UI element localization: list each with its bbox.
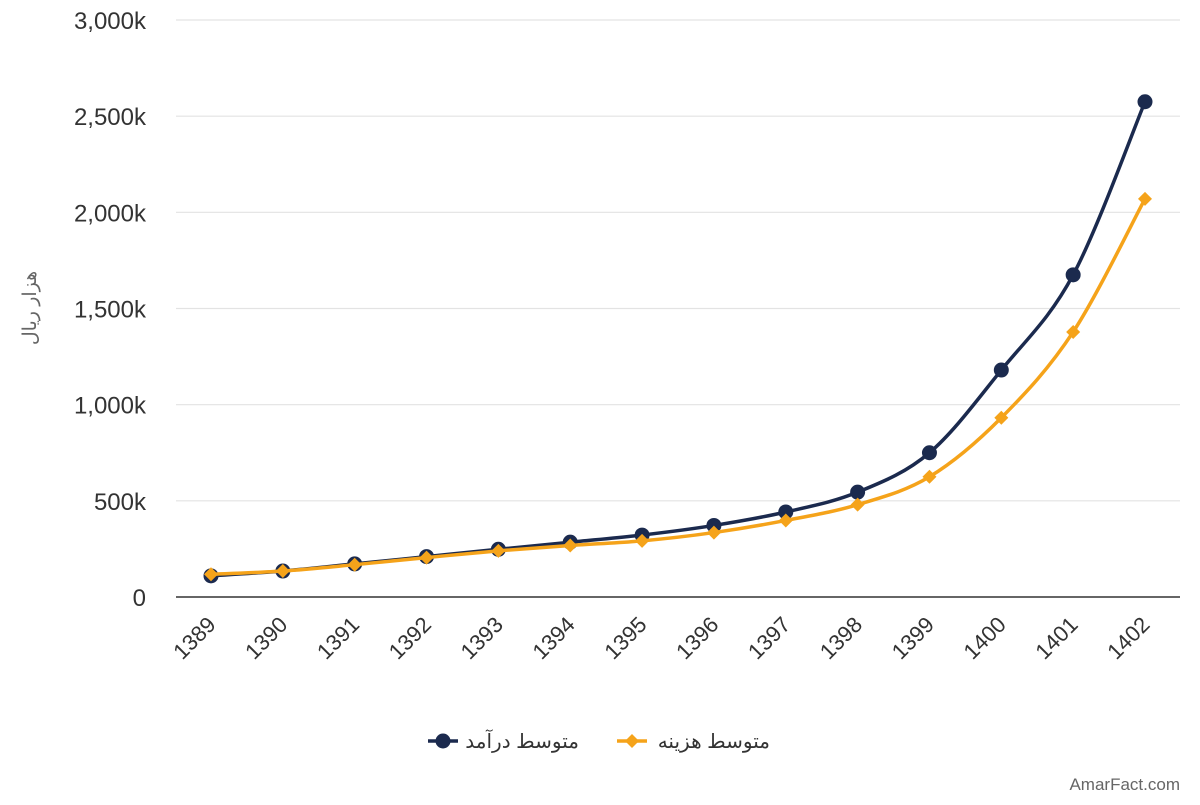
x-tick-label: 1393 (456, 612, 508, 664)
data-point (921, 445, 937, 461)
data-point (347, 557, 362, 572)
x-tick-label: 1398 (815, 612, 867, 664)
x-tick-label: 1395 (599, 612, 651, 664)
data-point (922, 469, 937, 484)
legend-label: متوسط درآمد (465, 728, 579, 753)
data-point (850, 484, 866, 500)
y-axis-title: هزار ریال (20, 271, 41, 345)
legend-marker (625, 734, 639, 748)
data-point (850, 497, 865, 512)
data-point (1138, 191, 1152, 206)
data-point (994, 410, 1009, 425)
data-point (1066, 324, 1081, 339)
series-1 (203, 94, 1153, 584)
series-line (209, 197, 1147, 577)
x-tick-label: 1391 (312, 612, 364, 664)
x-tick-label: 1402 (1102, 612, 1154, 664)
x-tick-label: 1400 (959, 612, 1011, 664)
x-tick-label: 1396 (671, 612, 723, 664)
y-tick-label: 2,000k (74, 200, 147, 227)
data-point (204, 567, 218, 582)
x-tick-label: 1390 (240, 612, 292, 664)
data-point (1137, 94, 1153, 110)
data-point (635, 533, 650, 548)
data-point (1065, 267, 1081, 283)
data-point (993, 362, 1009, 378)
x-tick-label: 1397 (743, 612, 795, 664)
x-tick-label: 1392 (384, 612, 436, 664)
legend-item[interactable]: متوسط درآمد (428, 728, 579, 753)
data-point (706, 517, 722, 533)
y-tick-label: 1,500k (74, 297, 147, 324)
series-line (209, 99, 1147, 578)
data-point (275, 564, 290, 579)
legend: متوسط درآمد متوسط هزینه (428, 728, 770, 753)
y-tick-label: 1,000k (74, 393, 147, 420)
legend-item[interactable]: متوسط هزینه (617, 731, 770, 753)
x-tick-label: 1399 (887, 612, 939, 664)
legend-marker (435, 733, 451, 749)
grid-lines (176, 19, 1180, 502)
data-point (778, 513, 793, 528)
watermark-text: AmarFact.com (1069, 775, 1180, 794)
y-tick-label: 3,000k (74, 8, 147, 35)
axes: 0 500k 1,000k 1,500k 2,000k 2,500k 3,000k 1389 1… (74, 8, 1180, 664)
series-layer (203, 94, 1153, 584)
y-tick-label: 2,500k (74, 104, 147, 131)
data-point (563, 538, 578, 553)
x-tick-label: 1401 (1030, 612, 1082, 664)
data-point (706, 525, 721, 540)
series-2 (204, 191, 1152, 582)
data-point (491, 543, 506, 558)
y-tick-label: 0 (133, 585, 146, 612)
x-tick-label: 1389 (168, 612, 220, 664)
legend-label: متوسط هزینه (658, 731, 770, 753)
x-tick-label: 1394 (527, 612, 579, 664)
y-tick-label: 500k (94, 489, 147, 516)
data-point (419, 550, 434, 565)
data-point (778, 504, 794, 520)
